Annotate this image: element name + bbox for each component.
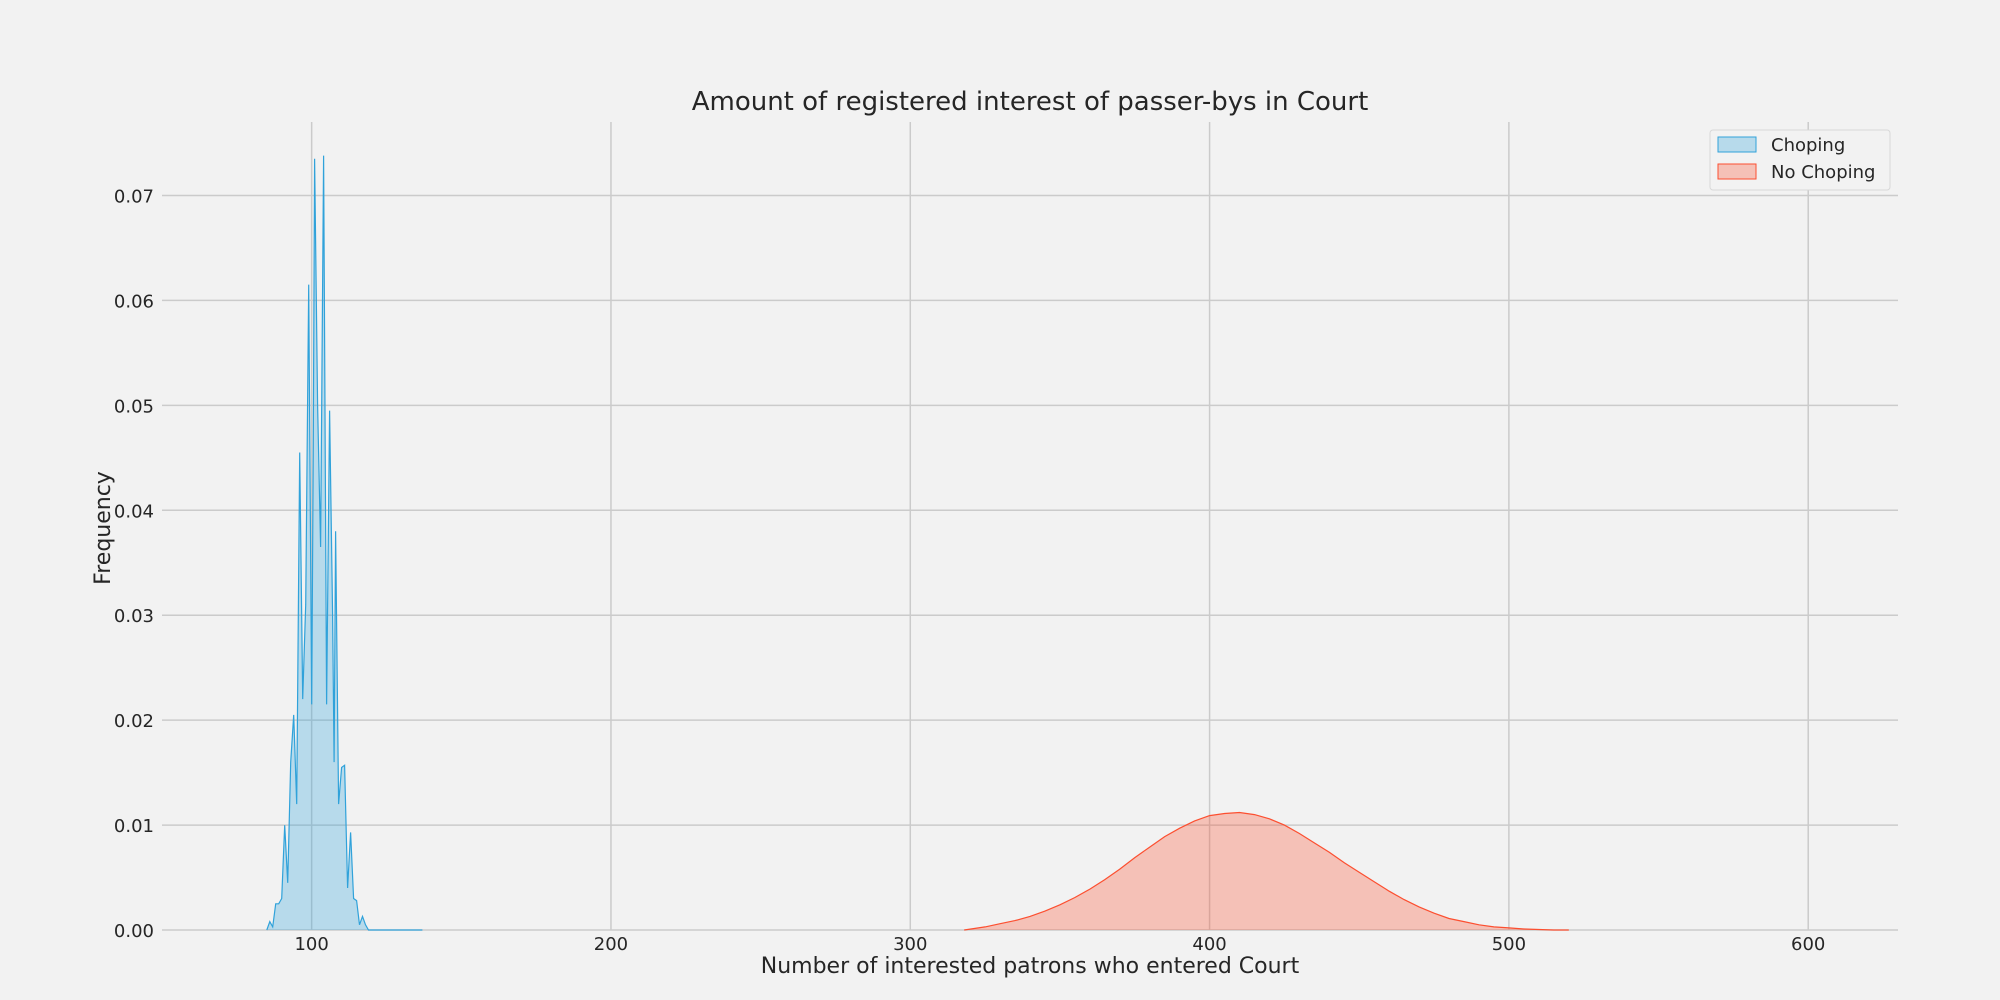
series-area-choping: [266, 155, 423, 931]
legend-box: [1709, 129, 1891, 191]
y-tick-label: 0.03: [114, 606, 154, 627]
y-tick-label: 0.06: [114, 291, 154, 312]
y-tick-label: 0.04: [114, 501, 154, 522]
series-line-no-choping: [964, 811, 1569, 931]
x-tick-label: 200: [594, 934, 628, 955]
y-tick-label: 0.00: [114, 921, 154, 942]
series-layer: [266, 155, 1569, 931]
x-axis-label: Number of interested patrons who entered…: [761, 954, 1300, 979]
tick-labels: 100 200 300 400 500 600 0.00 0.01 0.02 0.03 0.04 0.…: [114, 186, 1825, 955]
y-axis-label: Frequency: [91, 471, 116, 585]
y-tick-label: 0.01: [114, 816, 154, 837]
legend-swatch-choping: [1717, 136, 1757, 153]
y-tick-label: 0.05: [114, 396, 154, 417]
x-tick-label: 400: [1192, 934, 1226, 955]
x-tick-label: 100: [294, 934, 328, 955]
legend-label-choping: Choping: [1771, 135, 1845, 156]
series-line-choping: [266, 155, 423, 931]
series-area-no-choping: [964, 812, 1569, 930]
y-tick-label: 0.07: [114, 186, 154, 207]
x-tick-label: 500: [1492, 934, 1526, 955]
x-tick-label: 600: [1791, 934, 1825, 955]
chart-title: Amount of registered interest of passer-…: [692, 87, 1369, 117]
x-tick-label: 300: [893, 934, 927, 955]
legend-swatch-no-choping: [1717, 163, 1757, 180]
legend-label-no-choping: No Choping: [1771, 162, 1875, 183]
legend: Choping No Choping: [1709, 129, 1891, 191]
grid-lines: [162, 122, 1898, 931]
y-tick-label: 0.02: [114, 711, 154, 732]
